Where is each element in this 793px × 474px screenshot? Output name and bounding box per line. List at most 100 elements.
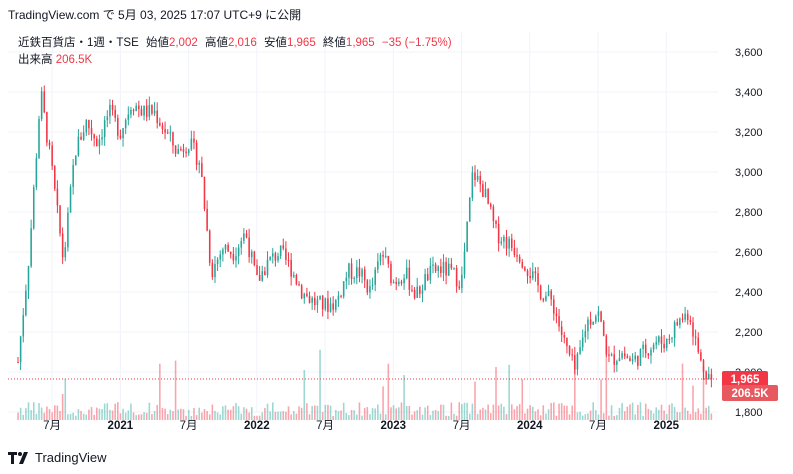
candle-body: [595, 316, 597, 322]
candle-body: [568, 346, 571, 355]
candle-body: [466, 221, 468, 252]
last-volume-label: 206.5K: [731, 388, 769, 400]
candle-body: [306, 293, 308, 297]
volume-bar: [411, 414, 413, 420]
volume-bar: [201, 412, 203, 420]
volume-bar: [46, 406, 48, 420]
symbol-label[interactable]: 近鉄百貨店・1週・TSE: [18, 37, 139, 49]
volume-bar: [361, 415, 363, 420]
candle-body: [705, 371, 707, 380]
x-tick-label: 2024: [517, 420, 543, 432]
candle-body: [285, 248, 287, 260]
y-tick-label: 3,600: [735, 47, 763, 59]
candle-body: [201, 163, 203, 178]
candle-body: [177, 149, 179, 154]
volume-bar: [198, 407, 201, 420]
candle-body: [151, 105, 153, 114]
candle-body: [419, 286, 421, 294]
volume-bar: [130, 403, 132, 420]
x-tick-label: 7月: [453, 420, 471, 432]
candle-body: [608, 354, 610, 356]
candle-body: [277, 256, 279, 261]
candle-body: [190, 138, 193, 150]
volume-bar: [403, 375, 405, 420]
volume-bar: [264, 408, 266, 420]
volume-bar: [392, 405, 395, 420]
volume-bar: [356, 414, 358, 420]
volume-bar: [424, 407, 426, 420]
volume-bar: [660, 404, 663, 420]
volume-bar: [256, 415, 258, 420]
candle-body: [532, 271, 534, 279]
volume-bar: [600, 379, 602, 420]
candle-body: [581, 337, 584, 348]
candle-body: [337, 295, 340, 301]
volume-bar: [482, 407, 484, 420]
volume-bar: [584, 414, 587, 420]
volume-bar: [440, 404, 442, 420]
volume-bar: [342, 402, 345, 420]
volume-bar: [503, 406, 505, 420]
volume-bar: [327, 404, 329, 420]
volume-bar: [229, 409, 232, 420]
candle-body: [172, 132, 174, 146]
volume-bar: [539, 415, 542, 420]
candle-body: [295, 275, 298, 285]
candle-body: [327, 298, 329, 312]
volume-bar: [363, 408, 366, 420]
candle-body: [342, 281, 345, 297]
volume-bar: [22, 414, 25, 420]
volume-bar: [124, 412, 127, 420]
candle-body: [130, 109, 132, 115]
candle-body: [77, 136, 80, 156]
candle-body: [390, 263, 392, 284]
x-tick-label: 2023: [380, 420, 406, 432]
candle-body: [219, 254, 222, 260]
volume-bar: [602, 413, 605, 420]
candle-body: [429, 265, 432, 281]
volume-bar: [623, 411, 626, 420]
candle-body: [345, 277, 348, 282]
volume-bar: [216, 412, 219, 420]
candle-body: [350, 263, 353, 279]
y-tick-label: 3,400: [735, 87, 763, 99]
volume-bar: [43, 412, 46, 420]
candle-body: [264, 271, 266, 276]
volume-bar: [222, 406, 224, 420]
x-tick-label: 2021: [108, 420, 134, 432]
candle-body: [665, 339, 668, 349]
candle-body: [474, 172, 476, 180]
candle-body: [571, 354, 573, 356]
volume-bar: [298, 406, 300, 420]
volume-bar: [151, 414, 153, 420]
volume-bar: [644, 403, 647, 420]
candle-body: [555, 313, 558, 317]
volume-bar: [145, 412, 148, 420]
candle-body: [413, 290, 416, 298]
volume-bar: [408, 405, 411, 420]
volume-bar: [148, 402, 151, 420]
volume-bar: [555, 415, 558, 420]
y-tick-label: 2,400: [735, 287, 763, 299]
candle-body: [329, 303, 332, 312]
volume-bar: [243, 407, 245, 420]
candle-body: [245, 233, 248, 238]
candle-body: [153, 110, 156, 114]
volume-bar: [379, 413, 382, 420]
volume-bar: [329, 405, 332, 420]
candle-body: [702, 360, 705, 372]
volume-bar: [592, 402, 594, 420]
volume-bar: [27, 402, 30, 420]
price-chart[interactable]: 3,600 3,400 3,200 3,000 2,800 2,600 2,400 2,200…: [0, 22, 793, 442]
candle-body: [637, 355, 639, 366]
volume-bar: [161, 408, 164, 420]
volume-bar: [516, 406, 518, 420]
volume-bar: [32, 402, 35, 420]
volume-bar: [337, 411, 340, 420]
candle-body: [650, 349, 652, 356]
candle-body: [287, 259, 290, 261]
volume-bar: [495, 366, 497, 420]
candle-body: [505, 236, 508, 249]
volume-bar: [432, 410, 434, 420]
candle-body: [618, 358, 621, 362]
